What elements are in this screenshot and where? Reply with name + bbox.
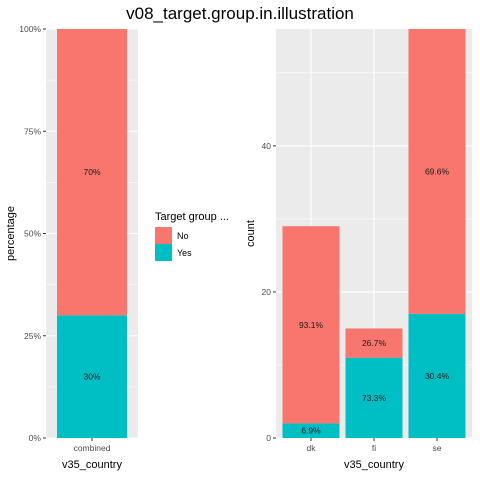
y-tick-label: 100% [19, 24, 41, 34]
y-tick-label: 0% [29, 433, 42, 443]
bar-no-se [408, 29, 466, 314]
data-label-no-fi: 26.7% [362, 338, 387, 348]
y-tick-label: 20 [262, 287, 272, 297]
bar-yes-se [408, 313, 466, 438]
bar-no-fi [345, 328, 403, 358]
chart-panel-2: 6.9% 93.1% 73.3% 26.7% 30.4% 69.6% 0 20 40 dk fi se… [245, 29, 472, 471]
data-label-yes-dk: 6.9% [301, 426, 321, 436]
data-label-yes-se: 30.4% [425, 371, 450, 381]
legend: Target group ... No Yes [155, 211, 229, 261]
x-tick-label-se: se [433, 443, 442, 453]
chart-panel-1: 30% 70% 0% 25% 50% 75% 100% combined v35_country… [5, 24, 138, 471]
y-tick-label: 75% [24, 126, 41, 136]
y-axis-title: count [245, 220, 257, 247]
data-label-yes-fi: 73.3% [362, 393, 387, 403]
x-axis-title: v35_country [344, 459, 404, 471]
x-tick-label-fi: fi [372, 443, 376, 453]
x-tick-label-combined: combined [74, 443, 111, 453]
bar-yes-fi [345, 357, 403, 438]
chart-title: v08_target.group.in.illustration [126, 4, 354, 23]
x-tick-label-dk: dk [307, 443, 317, 453]
data-label-no-dk: 93.1% [299, 320, 324, 330]
legend-swatch-yes [155, 244, 172, 261]
data-label-no-combined: 70% [83, 167, 100, 177]
bar-no-dk [282, 226, 340, 424]
bar-no-combined [57, 29, 127, 316]
legend-label-yes: Yes [177, 248, 192, 258]
y-tick-label: 50% [24, 229, 41, 239]
y-tick-label: 0 [266, 433, 271, 443]
legend-swatch-no [155, 227, 172, 244]
legend-title: Target group ... [155, 211, 229, 223]
data-label-no-se: 69.6% [425, 166, 450, 176]
x-axis-title: v35_country [62, 459, 122, 471]
legend-label-no: No [177, 231, 189, 241]
y-tick-label: 40 [262, 141, 272, 151]
bar-yes-dk [282, 423, 340, 438]
bar-yes-combined [57, 315, 127, 438]
y-axis-title: percentage [5, 206, 17, 261]
y-tick-label: 25% [24, 331, 41, 341]
data-label-yes-combined: 30% [83, 372, 100, 382]
